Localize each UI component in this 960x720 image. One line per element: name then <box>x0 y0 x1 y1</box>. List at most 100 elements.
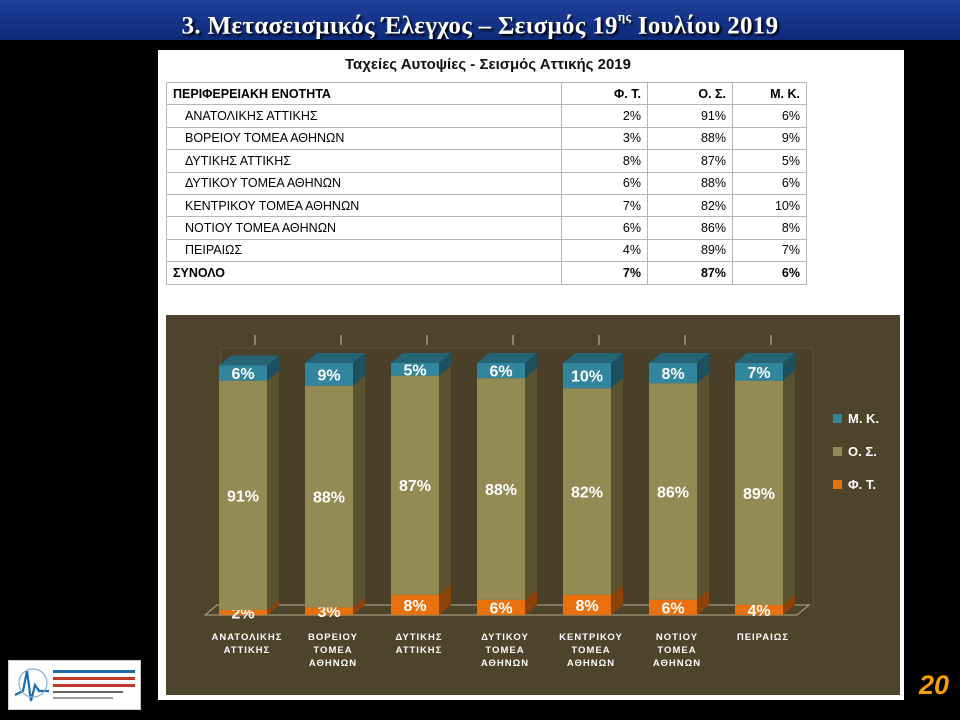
row-ft: 6% <box>561 171 648 195</box>
bar-segment <box>735 380 783 605</box>
bar-segment-side <box>525 353 537 379</box>
data-label: 88% <box>485 482 517 499</box>
legend-swatch <box>833 480 842 489</box>
legend-label: Ο. Σ. <box>848 444 877 459</box>
bar-segment <box>219 365 267 381</box>
row-region: ΠΕΙΡΑΙΩΣ <box>166 238 562 263</box>
row-ft: 2% <box>561 104 648 128</box>
row-os: 87% <box>647 149 733 173</box>
bar-segment-side <box>783 594 795 615</box>
bar-segment-side <box>697 353 709 384</box>
conference-logo <box>8 660 141 710</box>
bar-segment-top <box>391 353 451 363</box>
bar-segment-top <box>563 353 623 363</box>
table-row: ΔΥΤΙΚΗΣ ΑΤΤΙΚΗΣ 8% 87% 5% <box>166 149 807 173</box>
category-label: ΠΕΙΡΑΙΩΣ <box>737 632 789 643</box>
data-label: 8% <box>575 598 598 615</box>
table-row: ΑΝΑΤΟΛΙΚΗΣ ΑΤΤΙΚΗΣ 2% 91% 6% <box>166 104 807 128</box>
content-panel: Ταχείες Αυτοψίες - Σεισμός Αττικής 2019 … <box>158 50 904 700</box>
category-label: ΑΘΗΝΩΝ <box>653 658 701 669</box>
bar-segment-side <box>783 370 795 605</box>
legend-swatch <box>833 414 842 423</box>
slide-title: 3. Μετασεισμικός Έλεγχος – Σεισμός 19ης … <box>0 0 960 40</box>
data-label: 6% <box>661 600 684 617</box>
data-label: 10% <box>571 369 603 386</box>
data-table: ΠΕΡΙΦΕΡΕΙΑΚΗ ΕΝΟΤΗΤΑ Φ. Τ. Ο. Σ. Μ. Κ. Α… <box>166 81 807 285</box>
table-row: ΒΟΡΕΙΟΥ ΤΟΜΕΑ ΑΘΗΝΩΝ 3% 88% 9% <box>166 126 807 151</box>
data-label: 8% <box>403 598 426 615</box>
bar-segment <box>649 363 697 384</box>
bar-segment-top <box>649 353 709 363</box>
row-region: ΒΟΡΕΙΟΥ ΤΟΜΕΑ ΑΘΗΝΩΝ <box>166 126 562 151</box>
row-os: 88% <box>647 126 733 151</box>
bar-segment <box>305 363 353 386</box>
table-total-row: ΣΥΝΟΛΟ 7% 87% 6% <box>166 261 807 285</box>
data-label: 87% <box>399 478 431 495</box>
data-label: 7% <box>747 365 770 382</box>
bar-segment <box>477 363 525 379</box>
row-mk: 6% <box>732 104 807 128</box>
bar-segment-side <box>525 368 537 600</box>
bar-segment <box>219 609 267 615</box>
bar-segment <box>563 363 611 389</box>
category-label: ΑΘΗΝΩΝ <box>309 658 357 669</box>
category-label: ΑΤΤΙΚΗΣ <box>224 645 271 656</box>
bar-segment-top <box>219 355 279 366</box>
category-label: ΤΟΜΕΑ <box>485 645 524 656</box>
category-label: ΑΘΗΝΩΝ <box>481 658 529 669</box>
data-label: 89% <box>743 486 775 503</box>
total-label: ΣΥΝΟΛΟ <box>166 261 562 285</box>
category-label: ΑΝΑΤΟΛΙΚΗΣ <box>212 632 283 643</box>
category-label: ΚΕΝΤΡΙΚΟΥ <box>559 632 623 643</box>
data-label: 8% <box>661 366 684 383</box>
data-label: 6% <box>489 364 512 381</box>
data-label: 4% <box>747 603 770 620</box>
bar-segment-side <box>267 599 279 615</box>
row-os: 91% <box>647 104 733 128</box>
header-os: Ο. Σ. <box>647 81 733 106</box>
bar-segment-side <box>267 355 279 381</box>
legend-swatch <box>833 447 842 456</box>
bar-segment <box>305 385 353 608</box>
bar-segment <box>391 363 439 376</box>
category-label: ΤΟΜΕΑ <box>313 645 352 656</box>
row-os: 88% <box>647 171 733 195</box>
bar-segment-side <box>611 584 623 615</box>
bar-segment-side <box>697 589 709 615</box>
category-label: ΑΤΤΙΚΗΣ <box>396 645 443 656</box>
category-label: ΔΥΤΙΚΟΥ <box>481 632 529 643</box>
row-os: 86% <box>647 216 733 240</box>
bar-segment <box>735 604 783 615</box>
row-region: ΔΥΤΙΚΗΣ ΑΤΤΙΚΗΣ <box>166 149 562 173</box>
bar-segment-side <box>697 373 709 600</box>
table-row: ΔΥΤΙΚΟΥ ΤΟΜΕΑ ΑΘΗΝΩΝ 6% 88% 6% <box>166 171 807 195</box>
row-mk: 7% <box>732 238 807 263</box>
row-mk: 6% <box>732 171 807 195</box>
data-label: 9% <box>317 367 340 384</box>
row-ft: 3% <box>561 126 648 151</box>
table-row: ΠΕΙΡΑΙΩΣ 4% 89% 7% <box>166 238 807 263</box>
bar-segment-side <box>611 378 623 595</box>
row-mk: 8% <box>732 216 807 240</box>
data-label: 3% <box>317 604 340 621</box>
bar-segment-side <box>353 375 365 608</box>
bar-segment-side <box>439 365 451 595</box>
header-ft: Φ. Τ. <box>561 81 648 106</box>
row-ft: 8% <box>561 149 648 173</box>
bar-segment <box>391 375 439 595</box>
table-header-row: ΠΕΡΙΦΕΡΕΙΑΚΗ ΕΝΟΤΗΤΑ Φ. Τ. Ο. Σ. Μ. Κ. <box>166 81 807 106</box>
category-label: ΒΟΡΕΙΟΥ <box>308 632 358 643</box>
bar-segment <box>649 599 697 615</box>
data-label: 88% <box>313 490 345 507</box>
category-label: ΤΟΜΕΑ <box>571 645 610 656</box>
data-label: 82% <box>571 485 603 502</box>
row-region: ΚΕΝΤΡΙΚΟΥ ΤΟΜΕΑ ΑΘΗΝΩΝ <box>166 193 562 218</box>
total-ft: 7% <box>561 261 648 285</box>
row-region: ΔΥΤΙΚΟΥ ΤΟΜΕΑ ΑΘΗΝΩΝ <box>166 171 562 195</box>
page-number: 20 <box>918 670 950 700</box>
bar-segment <box>305 607 353 615</box>
bar-segment <box>563 388 611 595</box>
chart-svg: 2%91%6%ΑΝΑΤΟΛΙΚΗΣΑΤΤΙΚΗΣ3%88%9%ΒΟΡΕΙΟΥΤΟ… <box>203 335 879 669</box>
data-label: 5% <box>403 362 426 379</box>
bar-segment-side <box>525 589 537 615</box>
